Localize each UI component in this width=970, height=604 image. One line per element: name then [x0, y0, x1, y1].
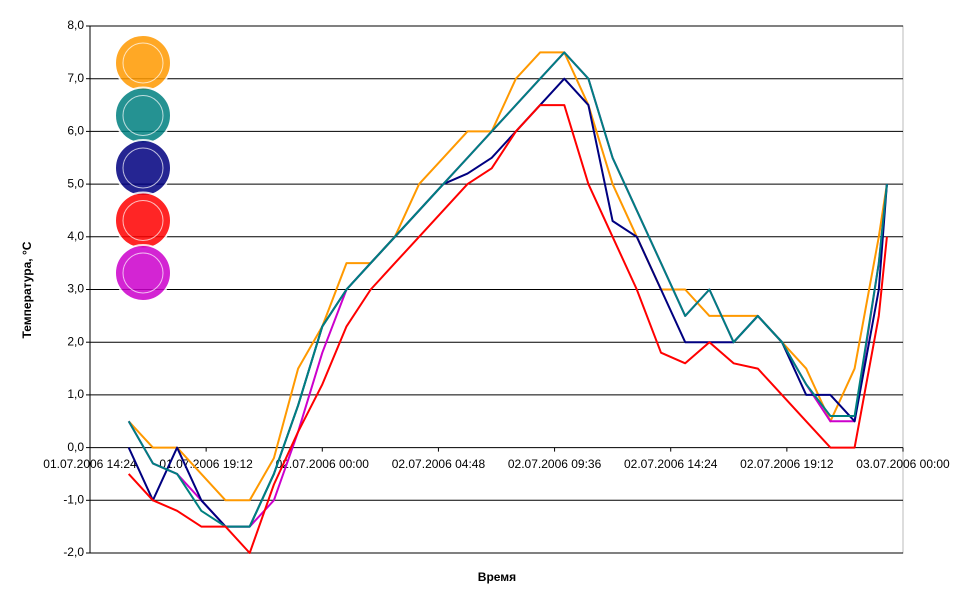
legend-icon-ring — [122, 42, 164, 84]
y-tick-label: 8,0 — [67, 18, 84, 32]
y-tick-label: 0,0 — [67, 440, 84, 454]
y-tick-label: 5,0 — [67, 176, 84, 190]
x-tick-label: 01.07.2006 14:24 — [43, 457, 137, 471]
legend-icon-ring — [122, 252, 164, 294]
y-tick-label: 3,0 — [67, 282, 84, 296]
x-axis-title: Время — [478, 570, 516, 584]
legend-icon-ring — [122, 95, 164, 136]
y-tick-label: -2,0 — [63, 545, 84, 559]
series-line — [127, 104, 888, 554]
legend-icon-ring — [122, 200, 164, 241]
x-tick-label: 02.07.2006 09:36 — [508, 457, 602, 471]
y-tick-label: 1,0 — [67, 387, 84, 401]
x-tick-label: 01.07.2006 19:12 — [159, 457, 253, 471]
series-line — [127, 51, 888, 528]
x-tick-label: 03.07.2006 00:00 — [856, 457, 950, 471]
y-tick-label: -1,0 — [63, 492, 84, 506]
y-axis-title: Температура, °С — [20, 241, 34, 338]
x-tick-label: 02.07.2006 19:12 — [740, 457, 834, 471]
y-tick-label: 7,0 — [67, 71, 84, 85]
y-tick-label: 4,0 — [67, 229, 84, 243]
x-tick-label: 02.07.2006 00:00 — [276, 457, 370, 471]
x-tick-label: 02.07.2006 14:24 — [624, 457, 718, 471]
x-tick-label: 02.07.2006 04:48 — [392, 457, 486, 471]
y-tick-label: 6,0 — [67, 124, 84, 138]
legend-icon-ring — [122, 147, 164, 189]
y-tick-label: 2,0 — [67, 334, 84, 348]
